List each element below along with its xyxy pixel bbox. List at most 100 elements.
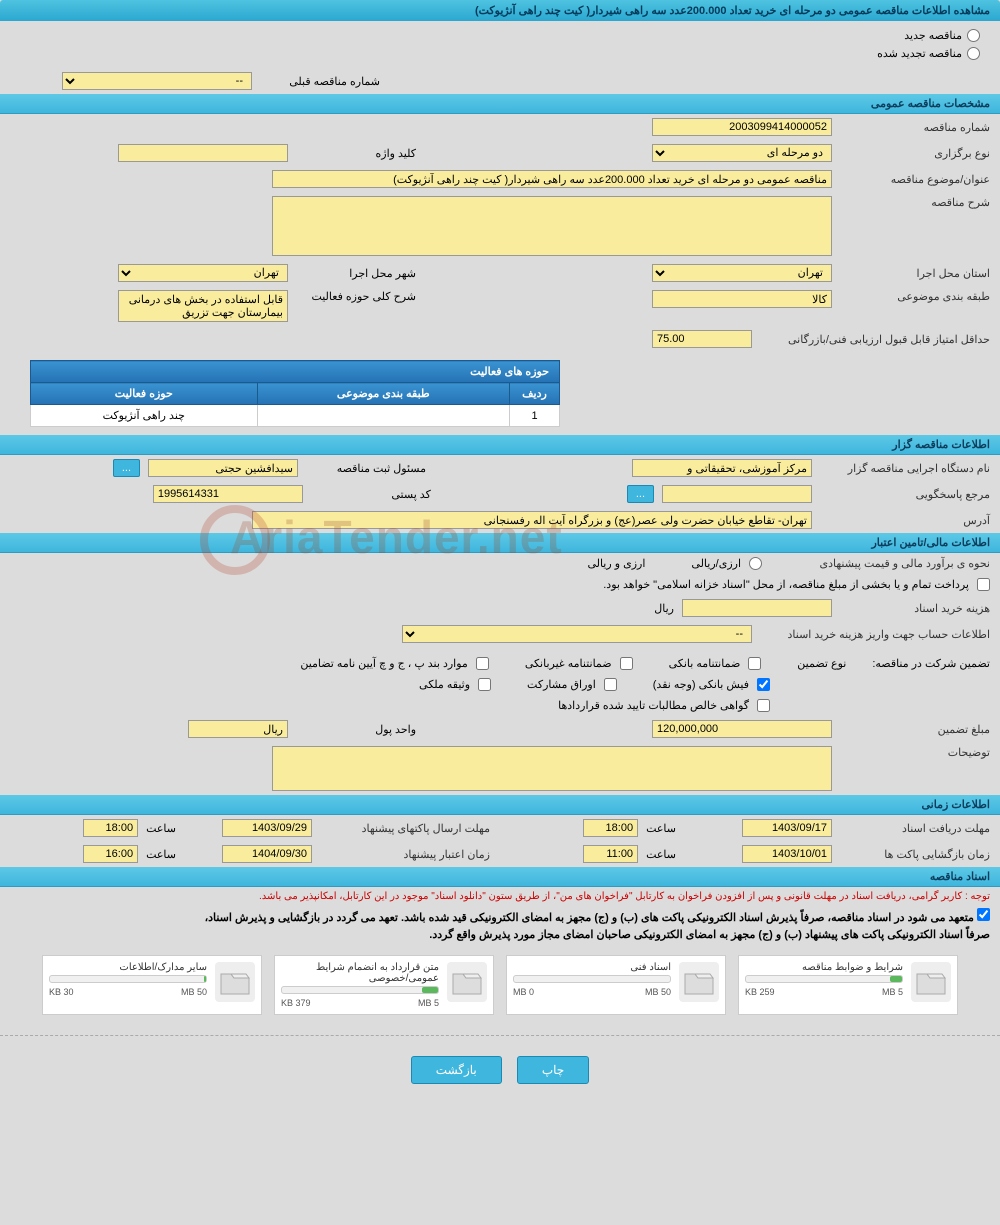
section-timing: اطلاعات زمانی <box>0 795 1000 815</box>
amount-input[interactable] <box>652 720 832 738</box>
validity-date[interactable] <box>222 845 312 863</box>
doc-receive-label: مهلت دریافت اسناد <box>840 822 990 835</box>
city-select[interactable]: تهران <box>118 264 288 282</box>
g-nonbank-label: ضمانتنامه غیربانکی <box>525 657 612 670</box>
prev-number-label: شماره مناقصه قبلی <box>260 75 380 88</box>
address-input[interactable] <box>252 511 812 529</box>
notes-textarea[interactable] <box>272 746 832 791</box>
folder-icon <box>215 962 255 1002</box>
doc-receive-time[interactable] <box>583 819 638 837</box>
class-input[interactable] <box>652 290 832 308</box>
open-label: زمان بازگشایی پاکت ها <box>840 848 990 861</box>
doc-card[interactable]: اسناد فنی 50 MB0 MB <box>506 955 726 1015</box>
rial-label-1: ریال <box>654 602 674 615</box>
doc-card[interactable]: سایر مدارک/اطلاعات 50 MB30 KB <box>42 955 262 1015</box>
validity-label: زمان اعتبار پیشنهاد <box>320 848 490 861</box>
currency-both-label: ارزی و ریالی <box>587 557 645 570</box>
postal-input[interactable] <box>153 485 303 503</box>
radio-new-label: مناقصه جدید <box>904 29 962 42</box>
min-score-input[interactable] <box>652 330 752 348</box>
g-bonds-label: اوراق مشارکت <box>527 678 596 691</box>
g-bank-label: ضمانتنامه بانکی <box>669 657 741 670</box>
doc-title: اسناد فنی <box>513 962 671 973</box>
response-label: مرجع پاسخگویی <box>820 488 990 501</box>
activity-table: حوزه های فعالیت ردیف طبقه بندی موضوعی حو… <box>30 360 560 427</box>
g-clause-checkbox[interactable] <box>476 657 489 670</box>
g-property-label: وثیقه ملکی <box>419 678 470 691</box>
g-receivables-label: گواهی خالص مطالبات تایید شده قراردادها <box>558 699 749 712</box>
guarantee-type-label: نوع تضمین <box>797 657 846 670</box>
org-input[interactable] <box>632 459 812 477</box>
org-label: نام دستگاه اجرایی مناقصه گزار <box>820 462 990 475</box>
open-time[interactable] <box>583 845 638 863</box>
postal-label: کد پستی <box>311 488 431 501</box>
keyword-input[interactable] <box>118 144 288 162</box>
radio-currency-fx[interactable] <box>749 557 762 570</box>
g-nonbank-checkbox[interactable] <box>620 657 633 670</box>
doc-title: متن قرارداد به انضمام شرایط عمومی/خصوصی <box>281 962 439 984</box>
hour-label-1: ساعت <box>646 822 676 835</box>
deposit-account-select[interactable]: -- <box>402 625 752 643</box>
unit-input[interactable] <box>188 720 288 738</box>
back-button[interactable]: بازگشت <box>411 1056 502 1084</box>
doc-fee-input[interactable] <box>682 599 832 617</box>
min-score-label: حداقل امتیاز قابل قبول ارزیابی فنی/بازرگ… <box>760 333 990 346</box>
subject-input[interactable] <box>272 170 832 188</box>
notice-red: توجه : کاربر گرامی، دریافت اسناد در مهلت… <box>0 887 1000 906</box>
activity-scope-label: شرح کلی حوزه فعالیت <box>296 290 416 303</box>
notice-2: متعهد می شود در اسناد مناقصه، صرفاً پذیر… <box>205 912 974 924</box>
type-label: نوع برگزاری <box>840 147 990 160</box>
g-property-checkbox[interactable] <box>478 678 491 691</box>
envelope-send-label: مهلت ارسال پاکتهای پیشنهاد <box>320 822 490 835</box>
tender-status-group: مناقصه جدید مناقصه تجدید شده <box>0 21 1000 68</box>
doc-receive-date[interactable] <box>742 819 832 837</box>
envelope-send-date[interactable] <box>222 819 312 837</box>
amount-label: مبلغ تضمین <box>840 723 990 736</box>
table-row: 1چند راهی آنژیوکت <box>31 405 560 427</box>
treasury-checkbox[interactable] <box>977 578 990 591</box>
desc-label: شرح مناقصه <box>840 196 990 209</box>
deposit-account-label: اطلاعات حساب جهت واریز هزینه خرید اسناد <box>760 628 990 641</box>
type-select[interactable]: دو مرحله ای <box>652 144 832 162</box>
g-cash-checkbox[interactable] <box>757 678 770 691</box>
g-bonds-checkbox[interactable] <box>604 678 617 691</box>
doc-card[interactable]: متن قرارداد به انضمام شرایط عمومی/خصوصی … <box>274 955 494 1015</box>
address-label: آدرس <box>820 514 990 527</box>
activity-table-header: حوزه های فعالیت <box>31 361 560 383</box>
response-input[interactable] <box>662 485 812 503</box>
hour-label-4: ساعت <box>146 848 176 861</box>
section-documents: اسناد مناقصه <box>0 867 1000 887</box>
registrar-input[interactable] <box>148 459 298 477</box>
col-domain: حوزه فعالیت <box>31 383 258 405</box>
class-label: طبقه بندی موضوعی <box>840 290 990 303</box>
open-date[interactable] <box>742 845 832 863</box>
validity-time[interactable] <box>83 845 138 863</box>
g-cash-label: فیش بانکی (وجه نقد) <box>653 678 749 691</box>
keyword-label: کلید واژه <box>296 147 416 160</box>
activity-scope-input[interactable]: قابل استفاده در بخش های درمانی بیمارستان… <box>118 290 288 322</box>
folder-icon <box>679 962 719 1002</box>
radio-renewed-tender[interactable] <box>967 47 980 60</box>
tender-no-input[interactable] <box>652 118 832 136</box>
col-row: ردیف <box>510 383 560 405</box>
print-button[interactable]: چاپ <box>517 1056 589 1084</box>
radio-renewed-label: مناقصه تجدید شده <box>877 47 962 60</box>
g-receivables-checkbox[interactable] <box>757 699 770 712</box>
province-select[interactable]: تهران <box>652 264 832 282</box>
response-more-button[interactable]: ... <box>627 485 654 503</box>
desc-textarea[interactable] <box>272 196 832 256</box>
doc-card[interactable]: شرایط و ضوابط مناقصه 5 MB259 KB <box>738 955 958 1015</box>
hour-label-2: ساعت <box>646 848 676 861</box>
commitment-checkbox[interactable] <box>977 908 990 921</box>
registrar-more-button[interactable]: ... <box>113 459 140 477</box>
envelope-send-time[interactable] <box>83 819 138 837</box>
city-label: شهر محل اجرا <box>296 267 416 280</box>
g-bank-checkbox[interactable] <box>748 657 761 670</box>
radio-new-tender[interactable] <box>967 29 980 42</box>
unit-label: واحد پول <box>296 723 416 736</box>
section-general: مشخصات مناقصه عمومی <box>0 94 1000 114</box>
doc-title: سایر مدارک/اطلاعات <box>49 962 207 973</box>
prev-number-select[interactable]: -- <box>62 72 252 90</box>
estimate-label: نحوه ی برآورد مالی و قیمت پیشنهادی <box>770 557 990 570</box>
folder-icon <box>447 962 487 1002</box>
